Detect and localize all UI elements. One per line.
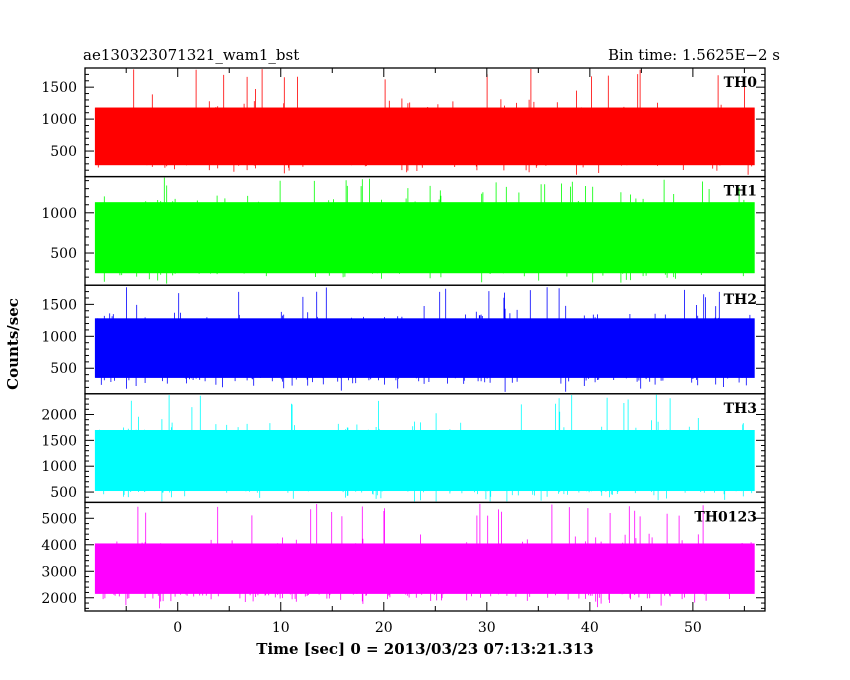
x-tick-label: 20 (375, 620, 393, 636)
series-trace-th0 (94, 69, 755, 175)
y-tick-label: 3000 (41, 564, 77, 580)
y-tick-label: 500 (50, 485, 77, 501)
x-axis: 0 10 20 30 40 50 (173, 620, 702, 636)
y-tick-label: 1000 (41, 206, 77, 222)
y-tick-label: 5000 (41, 511, 77, 527)
panel-th3: 500 1000 1500 2000 TH3 (41, 393, 766, 504)
y-tick-label: 1000 (41, 329, 77, 345)
y-tick-label: 500 (50, 246, 77, 262)
panel-label: TH0123 (694, 509, 757, 525)
panel-label: TH0 (724, 75, 758, 91)
panel-th0: 500 1000 1500 TH0 (41, 67, 766, 178)
panel-label: TH3 (724, 401, 757, 417)
panel-th1: 500 1000 TH1 (41, 175, 766, 286)
chart-title-left: ae130323071321_wam1_bst (83, 46, 299, 64)
x-tick-label: 40 (581, 620, 599, 636)
y-tick-label: 1500 (41, 80, 77, 96)
y-axis-label: Counts/sec (4, 298, 22, 390)
y-tick-label: 1000 (41, 459, 77, 475)
y-tick-label: 500 (50, 361, 77, 377)
series-trace-th0123 (94, 503, 755, 609)
y-tick-label: 1500 (41, 297, 77, 313)
y-tick-label: 2000 (41, 407, 77, 423)
panel-th2: 500 1000 1500 TH2 (41, 284, 766, 395)
y-tick-label: 1500 (41, 433, 77, 449)
panel-frame (84, 501, 766, 612)
panel-label: TH2 (724, 292, 757, 308)
series-trace-th3 (94, 394, 755, 502)
x-tick-label: 30 (478, 620, 496, 636)
y-tick-label: 1000 (41, 112, 77, 128)
series-trace-th1 (94, 177, 755, 284)
series-trace-th2 (94, 287, 755, 392)
chart-title-right: Bin time: 1.5625E−2 s (608, 46, 780, 64)
x-tick-label: 0 (173, 620, 182, 636)
x-tick-label: 50 (684, 620, 702, 636)
y-tick-label: 4000 (41, 538, 77, 554)
y-tick-label: 2000 (41, 591, 77, 607)
y-tick-label: 500 (50, 144, 77, 160)
panel-label: TH1 (724, 184, 757, 200)
panel-th0123: 2000 3000 4000 5000 TH0123 (41, 501, 766, 612)
x-tick-label: 10 (272, 620, 290, 636)
x-axis-label: Time [sec] 0 = 2013/03/23 07:13:21.313 (256, 640, 593, 658)
